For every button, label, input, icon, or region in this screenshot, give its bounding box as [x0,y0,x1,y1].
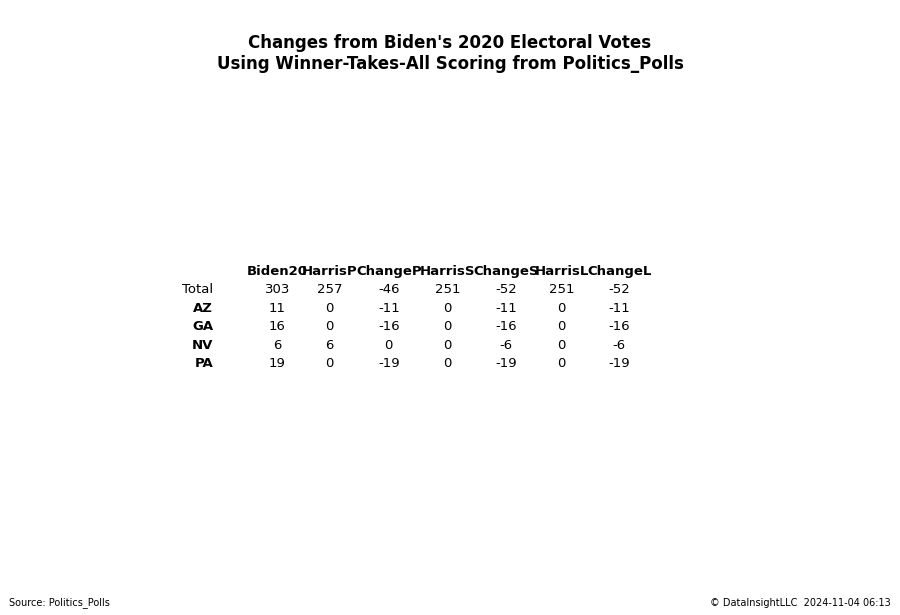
Text: Source: Politics_Polls: Source: Politics_Polls [9,597,110,608]
Text: NV: NV [192,339,213,352]
Text: -52: -52 [495,284,517,296]
Text: 6: 6 [273,339,282,352]
Text: 303: 303 [265,284,290,296]
Text: Changes from Biden's 2020 Electoral Votes
Using Winner-Takes-All Scoring from Po: Changes from Biden's 2020 Electoral Vote… [217,34,683,73]
Text: -19: -19 [378,357,400,370]
Text: -19: -19 [608,357,630,370]
Text: Total: Total [182,284,213,296]
Text: 0: 0 [325,302,334,315]
Text: -46: -46 [378,284,400,296]
Text: 257: 257 [317,284,342,296]
Text: ChangeP: ChangeP [356,265,421,278]
Text: 0: 0 [443,357,452,370]
Text: ChangeS: ChangeS [473,265,538,278]
Text: HarrisS: HarrisS [419,265,475,278]
Text: -11: -11 [495,302,517,315]
Text: 251: 251 [549,284,574,296]
Text: -52: -52 [608,284,630,296]
Text: 0: 0 [443,302,452,315]
Text: -16: -16 [495,320,517,333]
Text: -11: -11 [608,302,630,315]
Text: -6: -6 [500,339,512,352]
Text: 0: 0 [325,357,334,370]
Text: Biden20: Biden20 [247,265,308,278]
Text: 0: 0 [557,302,566,315]
Text: HarrisP: HarrisP [302,265,357,278]
Text: -16: -16 [378,320,400,333]
Text: 11: 11 [269,302,285,315]
Text: GA: GA [193,320,213,333]
Text: HarrisL: HarrisL [535,265,589,278]
Text: 0: 0 [557,339,566,352]
Text: 0: 0 [443,320,452,333]
Text: 251: 251 [435,284,460,296]
Text: 0: 0 [325,320,334,333]
Text: © DataInsightLLC  2024-11-04 06:13: © DataInsightLLC 2024-11-04 06:13 [710,598,891,608]
Text: 0: 0 [557,320,566,333]
Text: 0: 0 [384,339,393,352]
Text: -19: -19 [495,357,517,370]
Text: 19: 19 [269,357,285,370]
Text: AZ: AZ [194,302,213,315]
Text: -11: -11 [378,302,400,315]
Text: -6: -6 [613,339,626,352]
Text: PA: PA [194,357,213,370]
Text: 0: 0 [557,357,566,370]
Text: 0: 0 [443,339,452,352]
Text: 16: 16 [269,320,285,333]
Text: -16: -16 [608,320,630,333]
Text: 6: 6 [325,339,334,352]
Text: ChangeL: ChangeL [587,265,652,278]
